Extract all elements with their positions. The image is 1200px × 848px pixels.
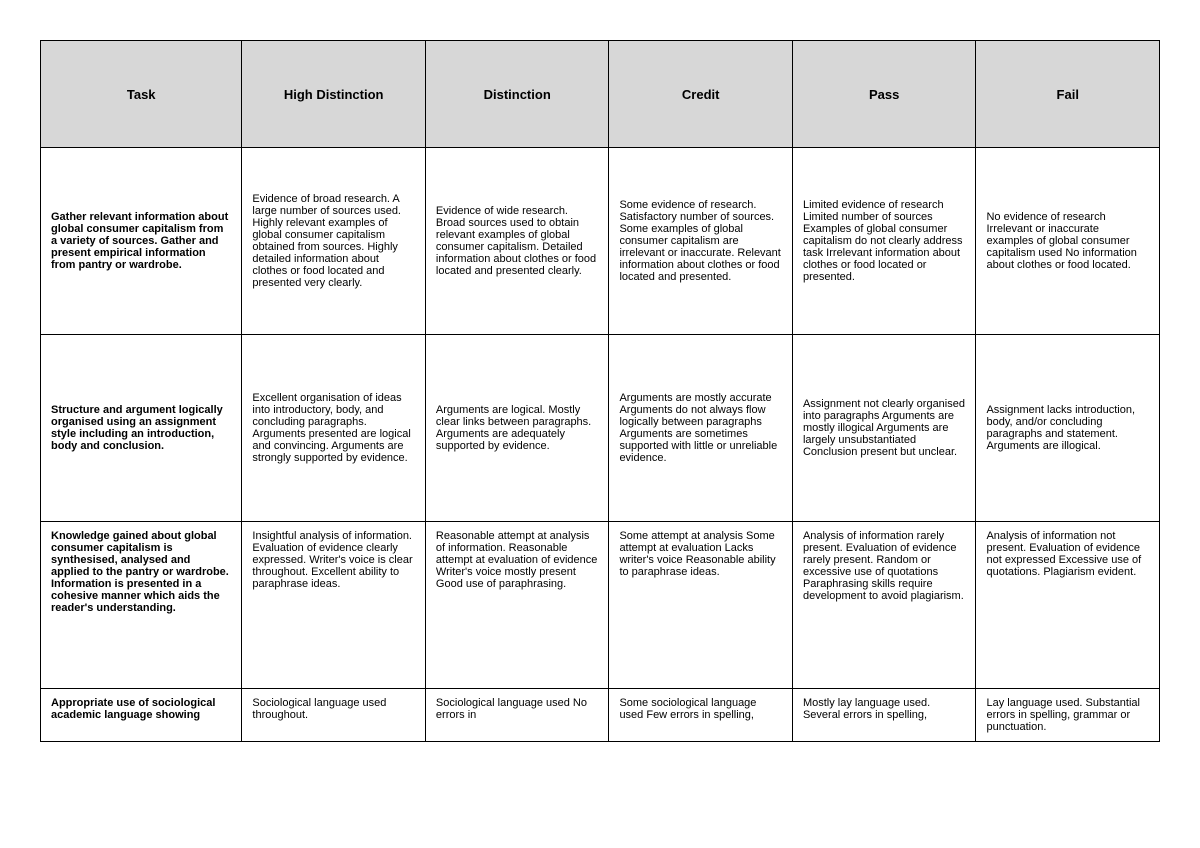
cell-pass: Assignment not clearly organised into pa… [792, 335, 976, 522]
table-row: Appropriate use of sociological academic… [41, 689, 1160, 742]
cell-fail: No evidence of research Irrelevant or in… [976, 148, 1160, 335]
table-row: Gather relevant information about global… [41, 148, 1160, 335]
criterion-label: Structure and argument logically organis… [41, 335, 242, 522]
cell-credit: Some sociological language used Few erro… [609, 689, 793, 742]
cell-distinction: Evidence of wide research. Broad sources… [425, 148, 609, 335]
cell-pass: Mostly lay language used. Several errors… [792, 689, 976, 742]
cell-distinction: Arguments are logical. Mostly clear link… [425, 335, 609, 522]
cell-pass: Analysis of information rarely present. … [792, 522, 976, 689]
criterion-label: Gather relevant information about global… [41, 148, 242, 335]
cell-high-distinction: Evidence of broad research. A large numb… [242, 148, 426, 335]
col-header-high-distinction: High Distinction [242, 41, 426, 148]
table-row: Structure and argument logically organis… [41, 335, 1160, 522]
header-row: Task High Distinction Distinction Credit… [41, 41, 1160, 148]
cell-credit: Arguments are mostly accurate Arguments … [609, 335, 793, 522]
col-header-fail: Fail [976, 41, 1160, 148]
cell-credit: Some evidence of research. Satisfactory … [609, 148, 793, 335]
col-header-pass: Pass [792, 41, 976, 148]
table-row: Knowledge gained about global consumer c… [41, 522, 1160, 689]
cell-high-distinction: Insightful analysis of information. Eval… [242, 522, 426, 689]
cell-distinction: Reasonable attempt at analysis of inform… [425, 522, 609, 689]
cell-credit: Some attempt at analysis Some attempt at… [609, 522, 793, 689]
criterion-label: Knowledge gained about global consumer c… [41, 522, 242, 689]
assessment-rubric-table: Task High Distinction Distinction Credit… [40, 40, 1160, 742]
cell-distinction: Sociological language used No errors in [425, 689, 609, 742]
criterion-label: Appropriate use of sociological academic… [41, 689, 242, 742]
cell-high-distinction: Excellent organisation of ideas into int… [242, 335, 426, 522]
cell-fail: Assignment lacks introduction, body, and… [976, 335, 1160, 522]
cell-high-distinction: Sociological language used throughout. [242, 689, 426, 742]
cell-pass: Limited evidence of research Limited num… [792, 148, 976, 335]
col-header-distinction: Distinction [425, 41, 609, 148]
col-header-task: Task [41, 41, 242, 148]
col-header-credit: Credit [609, 41, 793, 148]
cell-fail: Analysis of information not present. Eva… [976, 522, 1160, 689]
cell-fail: Lay language used. Substantial errors in… [976, 689, 1160, 742]
